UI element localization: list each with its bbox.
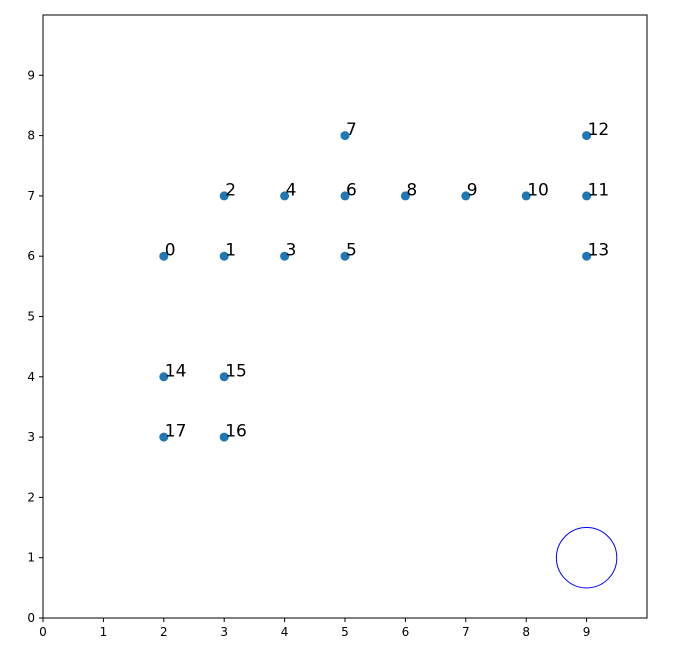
point-label: 16 bbox=[225, 422, 247, 442]
x-tick-label: 2 bbox=[160, 625, 168, 639]
x-tick-label: 7 bbox=[462, 625, 470, 639]
y-tick-label: 4 bbox=[27, 370, 35, 384]
x-axis: 0 1 2 3 4 5 6 7 8 9 bbox=[39, 618, 590, 639]
scatter-point bbox=[340, 251, 350, 261]
y-tick-label: 1 bbox=[27, 551, 35, 565]
point-label: 0 bbox=[165, 241, 176, 261]
scatter-point bbox=[219, 191, 229, 201]
scatter-point bbox=[280, 251, 290, 261]
x-tick-label: 8 bbox=[522, 625, 530, 639]
scatter-point bbox=[340, 131, 350, 141]
point-label: 10 bbox=[527, 180, 549, 200]
point-label: 8 bbox=[406, 180, 417, 200]
point-label: 6 bbox=[346, 180, 357, 200]
scatter-point bbox=[159, 432, 169, 442]
point-label: 7 bbox=[346, 120, 357, 140]
x-tick-label: 4 bbox=[281, 625, 289, 639]
y-tick-label: 0 bbox=[27, 611, 35, 625]
x-tick-label: 1 bbox=[100, 625, 108, 639]
scatter-point bbox=[219, 432, 229, 442]
point-label: 9 bbox=[467, 180, 478, 200]
x-tick-label: 3 bbox=[220, 625, 228, 639]
y-tick-label: 7 bbox=[27, 189, 35, 203]
scatter-point bbox=[219, 372, 229, 382]
y-tick-label: 8 bbox=[27, 129, 35, 143]
scatter-point bbox=[280, 191, 290, 201]
point-label: 1 bbox=[225, 241, 236, 261]
point-label: 4 bbox=[286, 180, 297, 200]
scatter-point bbox=[521, 191, 531, 201]
x-tick-label: 6 bbox=[402, 625, 410, 639]
axes-frame bbox=[42, 14, 648, 619]
point-label: 2 bbox=[225, 180, 236, 200]
point-label: 14 bbox=[165, 361, 187, 381]
y-tick-label: 2 bbox=[27, 490, 35, 504]
y-tick-label: 3 bbox=[27, 430, 35, 444]
scatter-point bbox=[219, 251, 229, 261]
point-label: 13 bbox=[588, 241, 610, 261]
scatter-point bbox=[582, 251, 592, 261]
point-label: 11 bbox=[588, 180, 610, 200]
point-label: 12 bbox=[588, 120, 610, 140]
x-tick-label: 0 bbox=[39, 625, 47, 639]
x-tick-label: 9 bbox=[583, 625, 591, 639]
y-tick-label: 6 bbox=[27, 249, 35, 263]
y-tick-label: 5 bbox=[27, 310, 35, 324]
scatter-point bbox=[340, 191, 350, 201]
x-tick-label: 5 bbox=[341, 625, 349, 639]
scatter-point bbox=[159, 372, 169, 382]
scatter-point bbox=[400, 191, 410, 201]
y-tick-label: 9 bbox=[27, 68, 35, 82]
point-label: 15 bbox=[225, 361, 247, 381]
y-axis: 0 1 2 3 4 5 6 7 8 9 bbox=[27, 68, 43, 625]
scatter-point bbox=[159, 251, 169, 261]
point-label: 17 bbox=[165, 422, 187, 442]
scatter-point bbox=[582, 131, 592, 141]
scatter-point bbox=[582, 191, 592, 201]
scatter-point bbox=[461, 191, 471, 201]
point-label: 5 bbox=[346, 241, 357, 261]
point-label: 3 bbox=[286, 241, 297, 261]
circle-marker bbox=[555, 527, 618, 589]
